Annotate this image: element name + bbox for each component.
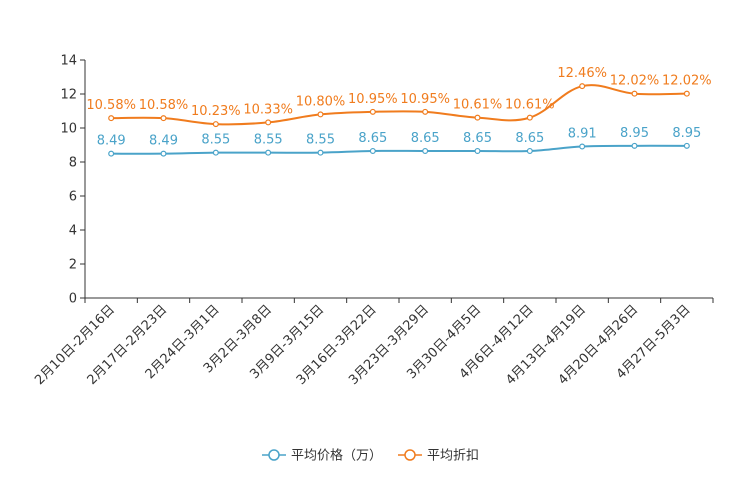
data-point[interactable] <box>579 83 586 90</box>
data-label: 8.65 <box>411 131 440 146</box>
data-point[interactable] <box>422 147 429 154</box>
data-point[interactable] <box>212 121 219 128</box>
data-label: 8.95 <box>672 126 701 141</box>
data-point[interactable] <box>631 90 638 97</box>
y-tick-label: 0 <box>69 292 77 307</box>
data-label: 8.65 <box>515 131 544 146</box>
data-point[interactable] <box>160 150 167 157</box>
data-point[interactable] <box>526 147 533 154</box>
y-tick-label: 12 <box>60 88 77 103</box>
data-point[interactable] <box>212 149 219 156</box>
y-tick-label: 14 <box>60 54 77 69</box>
data-label: 10.95% <box>400 92 450 107</box>
data-point[interactable] <box>683 142 690 149</box>
data-point[interactable] <box>369 108 376 115</box>
series-lines <box>108 83 690 157</box>
y-tick-label: 4 <box>69 224 77 239</box>
data-point[interactable] <box>265 119 272 126</box>
legend-label: 平均折扣 <box>427 449 479 464</box>
data-label: 8.91 <box>568 127 597 142</box>
data-label: 8.55 <box>306 133 335 148</box>
series-line-0 <box>111 144 687 155</box>
data-point[interactable] <box>631 142 638 149</box>
data-label: 10.58% <box>86 98 136 113</box>
data-label: 10.33% <box>243 102 293 117</box>
data-label: 8.65 <box>358 131 387 146</box>
y-tick-label: 2 <box>69 258 77 273</box>
data-point[interactable] <box>317 149 324 156</box>
data-point[interactable] <box>108 115 115 122</box>
y-tick-label: 8 <box>69 156 77 171</box>
data-label: 10.23% <box>191 104 241 119</box>
legend-label: 平均价格（万） <box>291 448 382 464</box>
y-tick-label: 10 <box>60 122 77 137</box>
data-label: 8.55 <box>254 133 283 148</box>
data-label: 12.46% <box>557 66 607 81</box>
data-point[interactable] <box>369 147 376 154</box>
data-point[interactable] <box>108 150 115 157</box>
data-label: 8.49 <box>149 134 178 149</box>
y-tick-label: 6 <box>69 190 77 205</box>
data-point[interactable] <box>160 115 167 122</box>
data-point[interactable] <box>474 147 481 154</box>
legend-marker-icon <box>268 449 280 461</box>
data-label: 8.65 <box>463 131 492 146</box>
data-point[interactable] <box>317 111 324 118</box>
data-point[interactable] <box>422 108 429 115</box>
legend[interactable]: 平均价格（万） 平均折扣 <box>262 448 479 464</box>
data-labels: 8.49 8.49 8.55 8.55 8.55 8.65 8.65 8.65 8.65 8.91… <box>86 66 711 148</box>
data-label: 10.80% <box>296 94 346 109</box>
data-label: 10.61% <box>505 98 555 113</box>
data-label: 12.02% <box>662 74 712 89</box>
data-label: 12.02% <box>610 74 660 89</box>
data-label: 8.95 <box>620 126 649 141</box>
data-label: 8.55 <box>201 133 230 148</box>
series-line-1 <box>111 84 687 126</box>
data-label: 10.58% <box>139 98 189 113</box>
data-label: 8.49 <box>97 134 126 149</box>
data-point[interactable] <box>683 90 690 97</box>
legend-item-1[interactable]: 平均折扣 <box>398 449 479 464</box>
data-point[interactable] <box>474 114 481 121</box>
data-point[interactable] <box>265 149 272 156</box>
data-point[interactable] <box>526 114 533 121</box>
data-label: 10.61% <box>453 98 503 113</box>
data-label: 10.95% <box>348 92 398 107</box>
legend-marker-icon <box>404 449 416 461</box>
legend-item-0[interactable]: 平均价格（万） <box>262 448 382 464</box>
data-point[interactable] <box>579 143 586 150</box>
